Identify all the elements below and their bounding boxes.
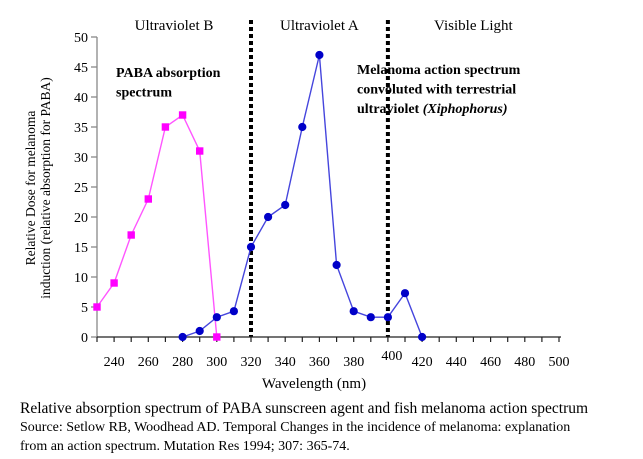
series-melanoma-marker [332, 260, 341, 270]
series-paba-marker [110, 279, 118, 287]
series-paba-marker [196, 147, 204, 155]
y-tick-label: 50 [74, 31, 88, 46]
caption-title: Relative absorption spectrum of PABA sun… [20, 400, 589, 417]
series-melanoma-marker [178, 332, 187, 342]
region-label-ultraviolet-a: Ultraviolet A [280, 18, 359, 34]
series-melanoma-marker [298, 122, 307, 132]
x-tick-label: 460 [480, 355, 501, 370]
caption-source-line1: Source: Setlow RB, Woodhead AD. Temporal… [20, 420, 571, 435]
series-melanoma-marker [418, 332, 427, 342]
annotation-melanoma-label: Melanoma action spectrum convoluted with … [357, 63, 521, 117]
x-tick-label: 400 [381, 349, 402, 364]
spectrum-chart: Ultraviolet B Ultraviolet A Visible Light P… [23, 18, 570, 392]
region-label-visible-light: Visible Light [434, 18, 514, 34]
series-paba-line [96, 113, 218, 338]
x-tick-label: 320 [241, 355, 262, 370]
x-tick-label: 420 [412, 355, 433, 370]
y-tick-label: 20 [74, 211, 88, 226]
series-paba-marker [144, 195, 152, 203]
series-melanoma-marker [400, 289, 410, 298]
y-tick-label: 30 [74, 151, 88, 166]
series-melanoma-marker [281, 200, 290, 210]
y-tick-label: 10 [74, 271, 88, 286]
y-tick-label: 45 [74, 61, 88, 76]
series-melanoma-marker [383, 313, 392, 322]
region-label-ultraviolet-b: Ultraviolet B [135, 18, 214, 34]
series-melanoma-marker [366, 313, 375, 322]
x-tick-label: 360 [309, 355, 330, 370]
x-tick-label: 340 [275, 355, 296, 370]
series-melanoma-marker [195, 326, 204, 336]
x-tick-label: 500 [549, 355, 570, 370]
y-tick-label: 15 [74, 241, 88, 256]
series-paba-marker [161, 123, 170, 131]
x-tick-label: 480 [514, 355, 535, 370]
y-tick-label: 35 [74, 121, 88, 136]
series-melanoma-marker [349, 307, 358, 316]
x-tick-label: 280 [172, 355, 193, 370]
y-tick-label: 0 [81, 331, 88, 346]
caption-source-line2: from an action spectrum. Mutation Res 19… [20, 439, 350, 454]
y-axis-title-line1: Relative Dose for melanoma [23, 111, 38, 266]
x-axis-title: Wavelength (nm) [262, 376, 366, 392]
series-paba-marker [213, 333, 221, 341]
series-paba-marker [127, 231, 135, 239]
x-tick-label: 380 [343, 355, 364, 370]
series-melanoma-marker [315, 50, 324, 60]
annotation-paba-label: PABA absorption spectrum [116, 66, 221, 101]
figure-caption: Relative absorption spectrum of PABA sun… [20, 399, 637, 456]
x-tick-label: 440 [446, 355, 467, 370]
series-melanoma-marker [212, 313, 221, 322]
series-paba-marker [178, 111, 187, 119]
x-tick-label: 300 [206, 355, 227, 370]
series-melanoma-marker [229, 307, 238, 316]
series-paba-marker [93, 303, 101, 311]
series-melanoma-marker [264, 212, 273, 222]
series-melanoma-marker [246, 242, 256, 252]
y-tick-label: 40 [74, 91, 88, 106]
y-tick-label: 5 [81, 301, 88, 316]
x-tick-label: 240 [104, 355, 125, 370]
y-tick-label: 25 [74, 181, 88, 196]
x-tick-label: 260 [138, 355, 159, 370]
y-axis-title-line2: induction (relative absorption for PABA) [38, 77, 53, 298]
